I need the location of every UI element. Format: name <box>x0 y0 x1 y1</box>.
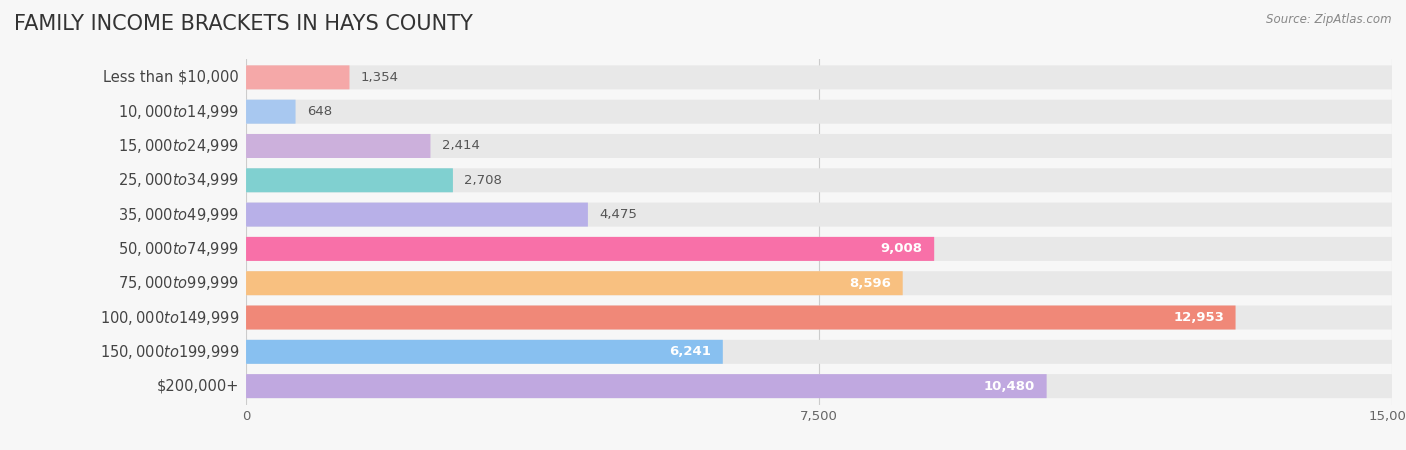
FancyBboxPatch shape <box>246 202 1392 227</box>
Text: 9,008: 9,008 <box>880 243 922 256</box>
Text: $50,000 to $74,999: $50,000 to $74,999 <box>118 240 239 258</box>
FancyBboxPatch shape <box>246 65 350 90</box>
FancyBboxPatch shape <box>246 99 295 124</box>
Text: $25,000 to $34,999: $25,000 to $34,999 <box>118 171 239 189</box>
FancyBboxPatch shape <box>246 374 1392 398</box>
Text: $150,000 to $199,999: $150,000 to $199,999 <box>100 343 239 361</box>
Text: Less than $10,000: Less than $10,000 <box>103 70 239 85</box>
FancyBboxPatch shape <box>246 168 1392 192</box>
Text: $35,000 to $49,999: $35,000 to $49,999 <box>118 206 239 224</box>
FancyBboxPatch shape <box>246 237 1392 261</box>
FancyBboxPatch shape <box>246 134 430 158</box>
FancyBboxPatch shape <box>246 374 1046 398</box>
Text: 6,241: 6,241 <box>669 345 711 358</box>
FancyBboxPatch shape <box>246 340 723 364</box>
FancyBboxPatch shape <box>246 134 1392 158</box>
Text: 648: 648 <box>307 105 332 118</box>
Text: 12,953: 12,953 <box>1173 311 1225 324</box>
Text: 8,596: 8,596 <box>849 277 891 290</box>
Text: $75,000 to $99,999: $75,000 to $99,999 <box>118 274 239 292</box>
Text: 2,414: 2,414 <box>441 140 479 153</box>
FancyBboxPatch shape <box>246 271 903 295</box>
Text: 2,708: 2,708 <box>464 174 502 187</box>
Text: FAMILY INCOME BRACKETS IN HAYS COUNTY: FAMILY INCOME BRACKETS IN HAYS COUNTY <box>14 14 472 33</box>
Text: $100,000 to $149,999: $100,000 to $149,999 <box>100 309 239 327</box>
Text: 1,354: 1,354 <box>361 71 399 84</box>
FancyBboxPatch shape <box>246 65 1392 90</box>
FancyBboxPatch shape <box>246 340 1392 364</box>
Text: 10,480: 10,480 <box>984 380 1035 393</box>
Text: $200,000+: $200,000+ <box>156 378 239 394</box>
FancyBboxPatch shape <box>246 168 453 192</box>
FancyBboxPatch shape <box>246 271 1392 295</box>
Text: Source: ZipAtlas.com: Source: ZipAtlas.com <box>1267 14 1392 27</box>
Text: 4,475: 4,475 <box>599 208 637 221</box>
FancyBboxPatch shape <box>246 99 1392 124</box>
Text: $10,000 to $14,999: $10,000 to $14,999 <box>118 103 239 121</box>
FancyBboxPatch shape <box>246 306 1392 329</box>
FancyBboxPatch shape <box>246 306 1236 329</box>
FancyBboxPatch shape <box>246 237 934 261</box>
FancyBboxPatch shape <box>246 202 588 227</box>
Text: $15,000 to $24,999: $15,000 to $24,999 <box>118 137 239 155</box>
